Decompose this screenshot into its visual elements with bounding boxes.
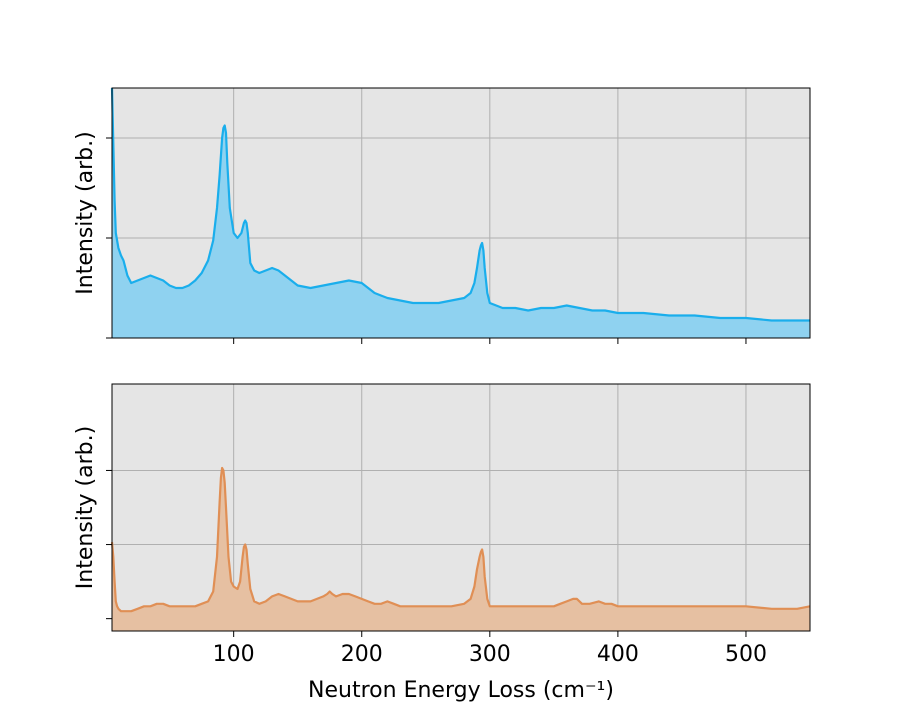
y-axis-label: Intensity (arb.): [73, 131, 98, 294]
x-tick-label: 400: [597, 642, 639, 667]
x-tick-label: 200: [341, 642, 383, 667]
x-axis-label: Neutron Energy Loss (cm⁻¹): [308, 678, 614, 703]
series-line: [110, 466, 811, 613]
axes-frame: [111, 87, 811, 339]
x-tick-label: 300: [469, 642, 511, 667]
bottom-panel: 100 200 300 400 500 Intensity (arb.) Neutron E…: [73, 383, 811, 703]
x-tick-label: 500: [725, 642, 767, 667]
axes-frame: [111, 383, 811, 632]
top-panel: Intensity (arb.): [73, 87, 811, 344]
series-line: [110, 87, 810, 322]
series-area-fill: [112, 88, 810, 338]
series-area-fill: [112, 468, 810, 631]
y-axis-label: Intensity (arb.): [73, 426, 98, 589]
x-tick-label: 100: [213, 642, 255, 667]
